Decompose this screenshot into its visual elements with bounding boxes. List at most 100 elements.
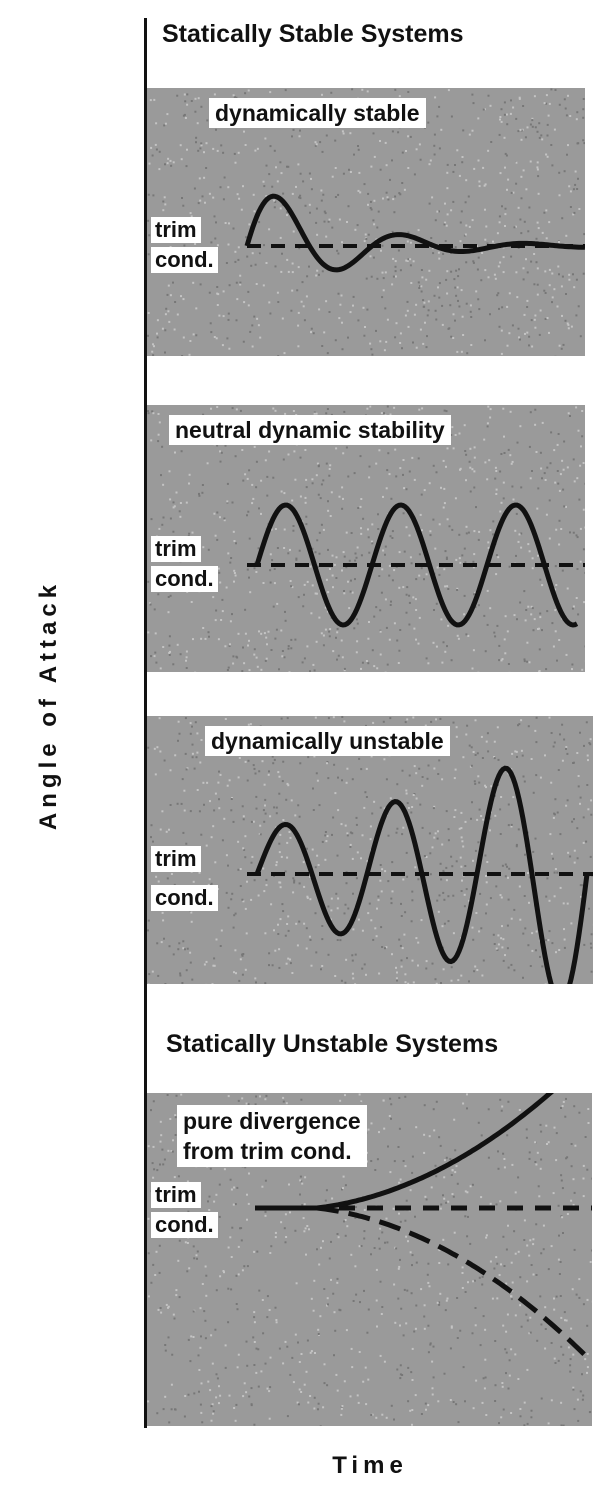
texture-speck	[353, 472, 356, 475]
texture-speck	[343, 720, 346, 723]
texture-speck	[496, 1262, 499, 1265]
texture-speck	[396, 783, 399, 786]
texture-speck	[562, 1232, 564, 1234]
texture-speck	[399, 1220, 402, 1223]
texture-speck	[579, 1390, 582, 1393]
texture-speck	[519, 128, 522, 131]
texture-speck	[279, 207, 282, 210]
texture-speck	[467, 1215, 469, 1218]
texture-speck	[269, 815, 272, 818]
texture-speck	[346, 767, 349, 770]
texture-speck	[366, 308, 369, 311]
texture-speck	[167, 611, 170, 614]
texture-speck	[308, 1228, 310, 1231]
texture-speck	[336, 907, 339, 910]
texture-speck	[166, 162, 169, 165]
texture-speck	[495, 493, 498, 495]
texture-speck	[303, 1203, 306, 1206]
texture-speck	[170, 873, 173, 875]
texture-speck	[398, 192, 401, 195]
texture-speck	[414, 598, 417, 601]
texture-speck	[433, 1129, 436, 1132]
texture-speck	[483, 184, 486, 187]
texture-speck	[409, 135, 412, 138]
texture-speck	[447, 920, 450, 923]
texture-speck	[442, 1238, 445, 1241]
texture-speck	[450, 209, 453, 212]
texture-speck	[553, 812, 556, 815]
texture-speck	[412, 981, 415, 984]
texture-speck	[544, 270, 547, 273]
texture-speck	[184, 717, 187, 720]
texture-speck	[242, 818, 245, 821]
texture-speck	[287, 915, 290, 918]
texture-speck	[275, 861, 278, 864]
texture-speck	[394, 1321, 397, 1324]
texture-speck	[248, 537, 251, 540]
texture-speck	[489, 607, 492, 610]
texture-speck	[535, 1274, 538, 1276]
texture-speck	[504, 213, 507, 216]
texture-speck	[539, 776, 542, 779]
texture-speck	[258, 221, 261, 224]
texture-speck	[557, 1204, 560, 1207]
texture-speck	[545, 237, 548, 240]
texture-speck	[148, 234, 151, 237]
texture-speck	[510, 1412, 513, 1414]
texture-speck	[573, 861, 576, 864]
texture-speck	[189, 212, 192, 215]
texture-speck	[447, 1200, 450, 1203]
texture-speck	[339, 1099, 342, 1102]
texture-speck	[305, 1370, 308, 1373]
texture-speck	[543, 472, 546, 475]
texture-speck	[399, 332, 402, 335]
texture-speck	[392, 1207, 395, 1210]
texture-speck	[573, 1105, 576, 1108]
texture-speck	[345, 1329, 348, 1332]
texture-speck	[507, 898, 510, 901]
texture-speck	[300, 1098, 303, 1101]
texture-speck	[215, 1193, 218, 1196]
texture-speck	[336, 658, 338, 661]
texture-speck	[269, 569, 272, 572]
texture-speck	[164, 1349, 167, 1352]
texture-speck	[234, 260, 237, 263]
texture-speck	[251, 345, 254, 348]
texture-speck	[398, 1096, 401, 1099]
texture-speck	[274, 637, 277, 640]
texture-speck	[402, 826, 405, 829]
texture-speck	[242, 646, 244, 649]
texture-speck	[255, 981, 257, 984]
texture-speck	[393, 1418, 395, 1421]
texture-speck	[381, 271, 384, 274]
texture-speck	[548, 930, 551, 933]
texture-speck	[178, 732, 181, 735]
texture-speck	[417, 941, 420, 944]
texture-speck	[337, 897, 340, 900]
texture-speck	[355, 816, 358, 819]
texture-speck	[227, 1095, 230, 1098]
texture-speck	[464, 201, 467, 204]
texture-speck	[517, 327, 520, 330]
texture-speck	[446, 447, 449, 450]
heading-statically-unstable: Statically Unstable Systems	[166, 1030, 499, 1058]
texture-speck	[590, 970, 593, 973]
texture-speck	[227, 186, 230, 189]
texture-speck	[363, 1289, 365, 1292]
texture-speck	[349, 1395, 352, 1398]
texture-speck	[497, 1167, 500, 1170]
texture-speck	[539, 578, 542, 581]
texture-speck	[315, 221, 318, 224]
texture-speck	[550, 781, 553, 784]
texture-speck	[337, 809, 340, 812]
texture-speck	[526, 299, 529, 302]
texture-speck	[237, 258, 240, 261]
texture-speck	[546, 877, 549, 880]
texture-speck	[171, 1150, 174, 1153]
texture-speck	[406, 1289, 409, 1292]
texture-speck	[173, 505, 176, 508]
texture-speck	[391, 579, 394, 582]
texture-speck	[462, 845, 465, 848]
texture-speck	[215, 609, 218, 612]
texture-speck	[432, 641, 435, 644]
